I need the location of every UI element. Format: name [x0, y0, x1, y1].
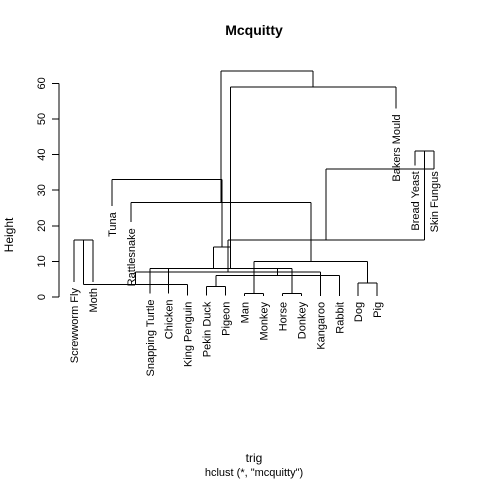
leaf-label: Tuna: [107, 211, 119, 237]
leaf-label: Bread Yeast: [410, 171, 422, 230]
chart-title: Mcquitty: [225, 22, 283, 38]
y-tick-label: 60: [36, 77, 48, 89]
y-tick-label: 50: [36, 113, 48, 125]
y-tick-label: 10: [36, 255, 48, 267]
leaf-label: Skin Fungus: [429, 171, 441, 233]
y-tick-label: 40: [36, 148, 48, 160]
leaf-label: Rabbit: [334, 302, 346, 334]
leaf-label: Monkey: [258, 301, 270, 340]
y-axis: 0 10 20 30 40 50 60: [36, 77, 60, 300]
leaf-label: Bakers Mould: [391, 114, 403, 181]
leaf-label: Kangaroo: [315, 302, 327, 350]
chart-subtitle: hclust (*, "mcquitty"): [205, 467, 303, 479]
leaf-label: Screwworm Fly: [69, 288, 81, 364]
leaf-label: Donkey: [296, 301, 308, 339]
y-axis-label: Height: [2, 217, 16, 252]
leaf-label: Rattlesnake: [126, 228, 138, 286]
leaf-label: Moth: [88, 288, 100, 312]
leaf-label: Horse: [277, 302, 289, 331]
leaf-label: Dog: [353, 302, 365, 322]
y-tick-label: 0: [36, 294, 48, 300]
leaf-label: Pig: [372, 302, 384, 318]
leaf-label: Pekin Duck: [202, 301, 214, 357]
leaf-label: Chicken: [164, 299, 176, 339]
leaf-label: Snapping Turtle: [145, 299, 157, 376]
y-tick-label: 20: [36, 220, 48, 232]
dendrogram-branches: [73, 70, 435, 296]
y-tick-label: 30: [36, 184, 48, 196]
leaf-label: Pigeon: [221, 302, 233, 336]
leaf-label: Man: [240, 302, 252, 323]
leaf-label: King Penguin: [183, 302, 195, 367]
leaf-labels: Screwworm Fly Moth Tuna Rattlesnake Snapping…: [69, 114, 441, 376]
x-axis-label: trig: [246, 451, 263, 465]
